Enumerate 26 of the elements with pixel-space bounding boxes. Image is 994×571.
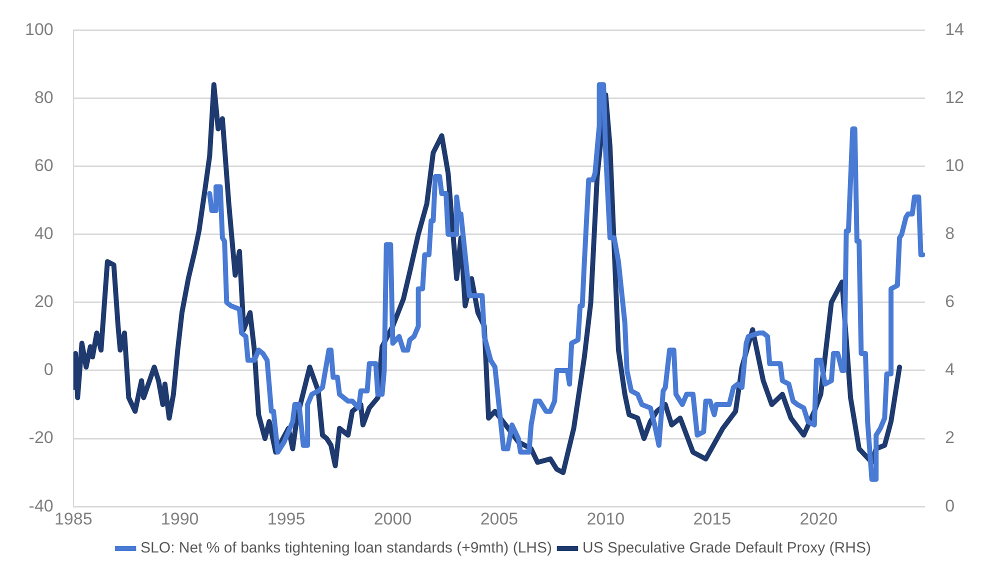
y-tick-label: 60 bbox=[34, 156, 54, 175]
y2-tick-label: 12 bbox=[945, 88, 964, 107]
x-tick-label: 1995 bbox=[267, 509, 306, 528]
y-tick-label: 40 bbox=[34, 224, 54, 244]
y2-tick-label: 10 bbox=[945, 156, 964, 175]
y-tick-label: 100 bbox=[24, 20, 54, 39]
y2-tick-label: 4 bbox=[945, 360, 955, 380]
y-tick-label: 0 bbox=[44, 360, 54, 380]
x-tick-label: 2015 bbox=[693, 509, 732, 528]
x-tick-label: 1990 bbox=[160, 509, 199, 528]
y2-tick-label: 2 bbox=[945, 428, 955, 448]
y2-tick-label: 8 bbox=[945, 224, 955, 244]
y-tick-label: -20 bbox=[28, 428, 54, 448]
y-tick-label: -40 bbox=[28, 496, 54, 516]
legend-label: US Speculative Grade Default Proxy (RHS) bbox=[582, 540, 871, 557]
x-tick-label: 2005 bbox=[480, 509, 518, 528]
x-tick-label: 1985 bbox=[54, 509, 92, 528]
x-tick-label: 2000 bbox=[374, 509, 412, 528]
legend-label: SLO: Net % of banks tightening loan standards (+9mth) (LHS) bbox=[140, 540, 552, 557]
x-tick-label: 2010 bbox=[586, 509, 625, 528]
y2-tick-label: 0 bbox=[945, 496, 955, 516]
y2-tick-label: 6 bbox=[945, 292, 955, 312]
y-tick-label: 20 bbox=[34, 292, 54, 312]
y2-tick-label: 14 bbox=[945, 20, 964, 39]
y-tick-label: 80 bbox=[34, 88, 54, 107]
x-tick-label: 2020 bbox=[800, 509, 838, 528]
